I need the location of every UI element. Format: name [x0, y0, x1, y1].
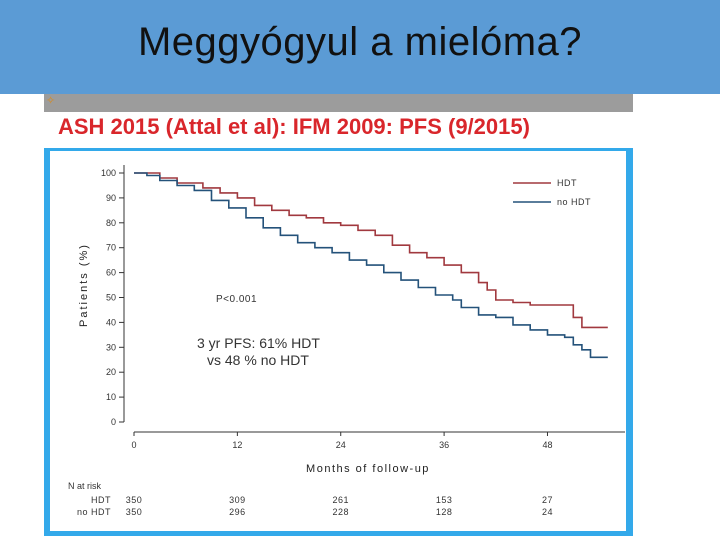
risk-value-1-4: 24 [542, 507, 553, 517]
page-title: Meggyógyul a mielóma? [137, 20, 583, 64]
risk-value-0-3: 153 [436, 495, 453, 505]
y-tick-label-0: 0 [111, 417, 116, 427]
y-tick-label-80: 80 [106, 218, 116, 228]
slide-title: ASH 2015 (Attal et al): IFM 2009: PFS (9… [58, 114, 530, 139]
x-tick-label-36: 36 [439, 440, 449, 450]
slide-title-panel [44, 112, 633, 148]
y-tick-label-20: 20 [106, 367, 116, 377]
risk-row-label-no-hdt: no HDT [77, 507, 111, 517]
x-tick-label-0: 0 [131, 440, 136, 450]
chart-panel [50, 151, 626, 531]
title-banner: Meggyógyul a mielóma? [0, 0, 720, 94]
pfs-annotation-line1: 3 yr PFS: 61% HDT [197, 335, 320, 351]
risk-value-0-1: 309 [229, 495, 246, 505]
y-tick-label-70: 70 [106, 243, 116, 253]
risk-value-0-0: 350 [126, 495, 143, 505]
risk-value-1-1: 296 [229, 507, 246, 517]
y-tick-label-40: 40 [106, 317, 116, 327]
legend-label-no-hdt: no HDT [557, 197, 591, 207]
x-tick-label-12: 12 [232, 440, 242, 450]
series-line-no-hdt [134, 172, 608, 359]
y-tick-label-100: 100 [101, 168, 116, 178]
risk-value-0-2: 261 [332, 495, 349, 505]
x-tick-label-24: 24 [336, 440, 346, 450]
risk-value-1-3: 128 [436, 507, 453, 517]
y-tick-label-30: 30 [106, 342, 116, 352]
corner-logo-icon: ✧ [46, 95, 56, 107]
x-axis-label: Months of follow-up [306, 463, 430, 475]
y-tick-label-10: 10 [106, 392, 116, 402]
slide-top-strip [44, 94, 633, 116]
series-line-hdt [134, 172, 608, 329]
y-axis-label: Patients (%) [78, 243, 90, 327]
y-tick-label-60: 60 [106, 268, 116, 278]
pvalue-annotation: P<0.001 [216, 294, 257, 305]
risk-value-0-4: 27 [542, 495, 553, 505]
y-tick-label-90: 90 [106, 193, 116, 203]
risk-value-1-2: 228 [332, 507, 349, 517]
pfs-annotation-line2: vs 48 % no HDT [207, 352, 309, 368]
risk-value-1-0: 350 [126, 507, 143, 517]
x-tick-label-48: 48 [542, 440, 552, 450]
y-tick-label-50: 50 [106, 293, 116, 303]
risk-row-label-hdt: HDT [91, 495, 111, 505]
risk-table-title: N at risk [68, 481, 102, 491]
legend-label-hdt: HDT [557, 178, 577, 188]
